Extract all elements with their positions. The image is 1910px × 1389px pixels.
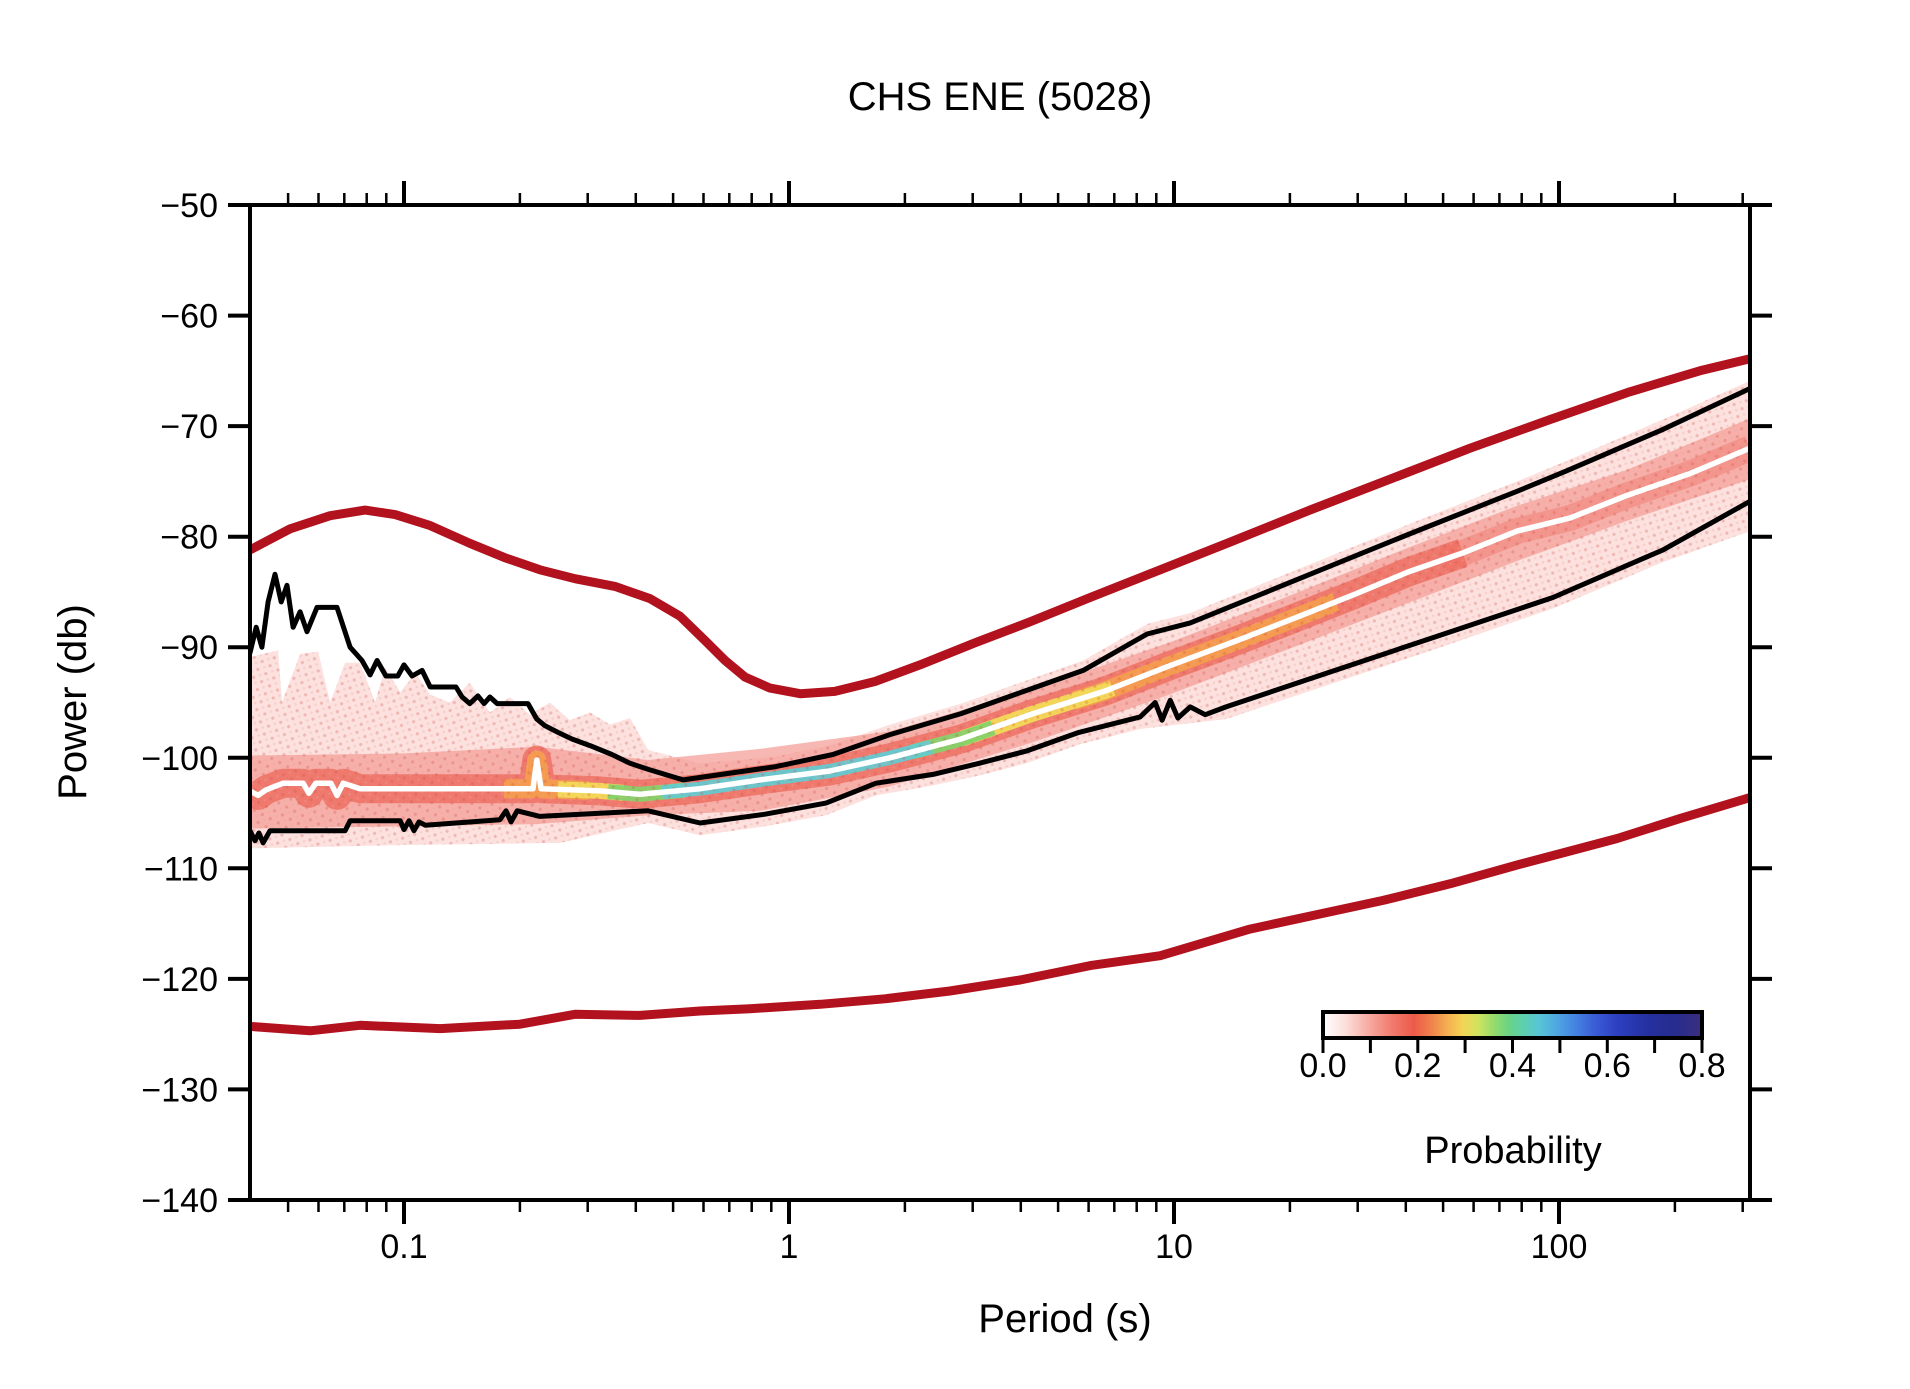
plot-area [250,354,1750,1036]
x-tick-label: 10 [1155,1228,1193,1266]
colorbar-tick-label: 0.6 [1584,1047,1631,1085]
y-tick-label: −120 [141,961,218,999]
colorbar-tick-label: 0.8 [1678,1047,1725,1085]
y-tick-label: −110 [144,850,218,888]
y-tick-label: −80 [160,519,218,557]
y-tick-label: −60 [160,298,218,336]
y-tick-label: −70 [160,408,218,446]
x-axis-title: Period (s) [978,1297,1151,1341]
y-axis-title: Power (db) [51,604,95,800]
x-tick-label: 1 [780,1228,799,1266]
y-tick-label: −100 [141,740,218,778]
heatmap-stipple-texture [250,380,1750,849]
y-tick-label: −140 [141,1182,218,1220]
colorbar-tick-label: 0.0 [1299,1047,1346,1085]
x-tick-label: 100 [1531,1228,1588,1266]
colorbar-bar [1321,1010,1704,1040]
series-mode-line [250,445,1750,799]
colorbar-title: Probability [1424,1130,1601,1172]
series-high-noise-model-line [250,354,1750,699]
colorbar-tick-label: 0.2 [1394,1047,1441,1085]
y-tick-label: −90 [160,629,218,667]
chart-title: CHS ENE (5028) [848,75,1153,119]
colorbar-tick-label: 0.4 [1489,1047,1536,1085]
colorbar: Probability 0.0 0.2 0.4 0.6 0.8 [1299,1010,1726,1172]
y-tick-label: −50 [160,187,218,225]
x-tick-label: 0.1 [380,1228,427,1266]
series-low-noise-model-line [250,793,1750,1036]
axes: 0.1 1 10 100 −50 −60 −70 −80 −90 −100 −110 −120 −130… [141,181,1772,1266]
series-min-envelope-line [250,498,1750,846]
plot-frame [248,203,1752,1202]
y-tick-label: −130 [141,1071,218,1109]
series-max-envelope-line [250,386,1750,783]
